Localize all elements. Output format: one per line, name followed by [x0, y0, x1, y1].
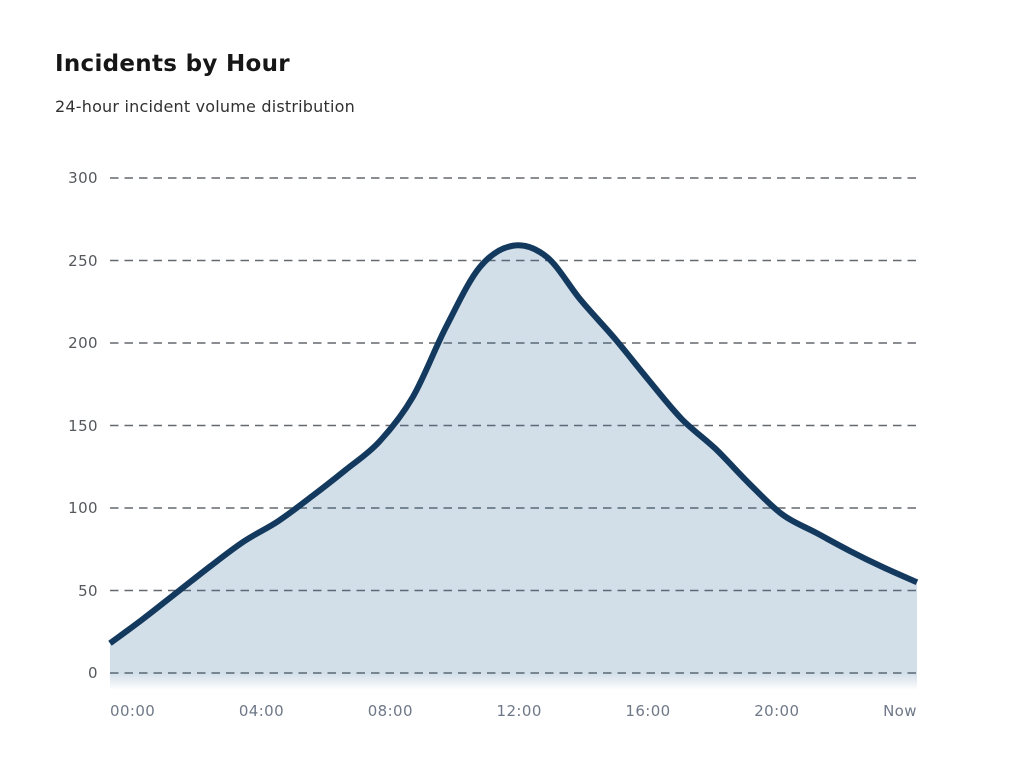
x-tick-label: 16:00: [625, 702, 671, 720]
x-axis: 00:00 04:00 08:00 12:00 16:00 20:00 Now: [110, 702, 917, 720]
y-tick-label: 150: [68, 416, 98, 435]
x-tick-label: 00:00: [110, 702, 156, 720]
x-tick-label: 20:00: [754, 702, 800, 720]
x-tick-label: Now: [883, 702, 917, 720]
y-tick-label: 50: [78, 581, 98, 600]
page-title: Incidents by Hour: [55, 51, 290, 77]
y-tick-label: 200: [68, 334, 98, 352]
y-tick-label: 300: [68, 169, 98, 187]
y-axis: 300 250 200 150 100 50 0: [0, 0, 98, 768]
page-subtitle: 24-hour incident volume distribution: [55, 97, 355, 116]
x-tick-label: 12:00: [496, 702, 542, 720]
x-tick-label: 04:00: [238, 702, 285, 720]
y-tick-label: 0: [88, 664, 98, 682]
y-tick-label: 100: [68, 499, 98, 517]
x-tick-label: 08:00: [367, 702, 413, 720]
y-tick-label: 250: [68, 251, 98, 270]
